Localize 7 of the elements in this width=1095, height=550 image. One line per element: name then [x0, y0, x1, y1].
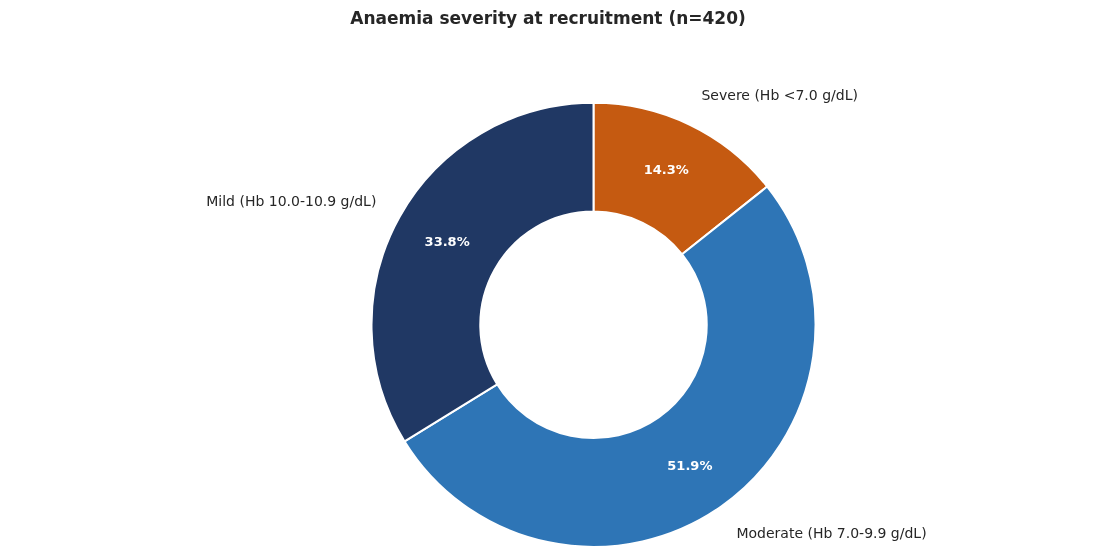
data-label: 14.3%: [643, 162, 689, 178]
chart-title: Anaemia severity at recruitment (n=420): [350, 7, 746, 28]
data-label: 51.9%: [667, 458, 713, 473]
data-label: 33.8%: [424, 233, 470, 249]
slice-label: Mild (Hb 10.0-10.9 g/dL): [206, 192, 377, 209]
slice-label: Severe (Hb <7.0 g/dL): [701, 87, 858, 104]
slice-label: Moderate (Hb 7.0-9.9 g/dL): [736, 525, 927, 542]
